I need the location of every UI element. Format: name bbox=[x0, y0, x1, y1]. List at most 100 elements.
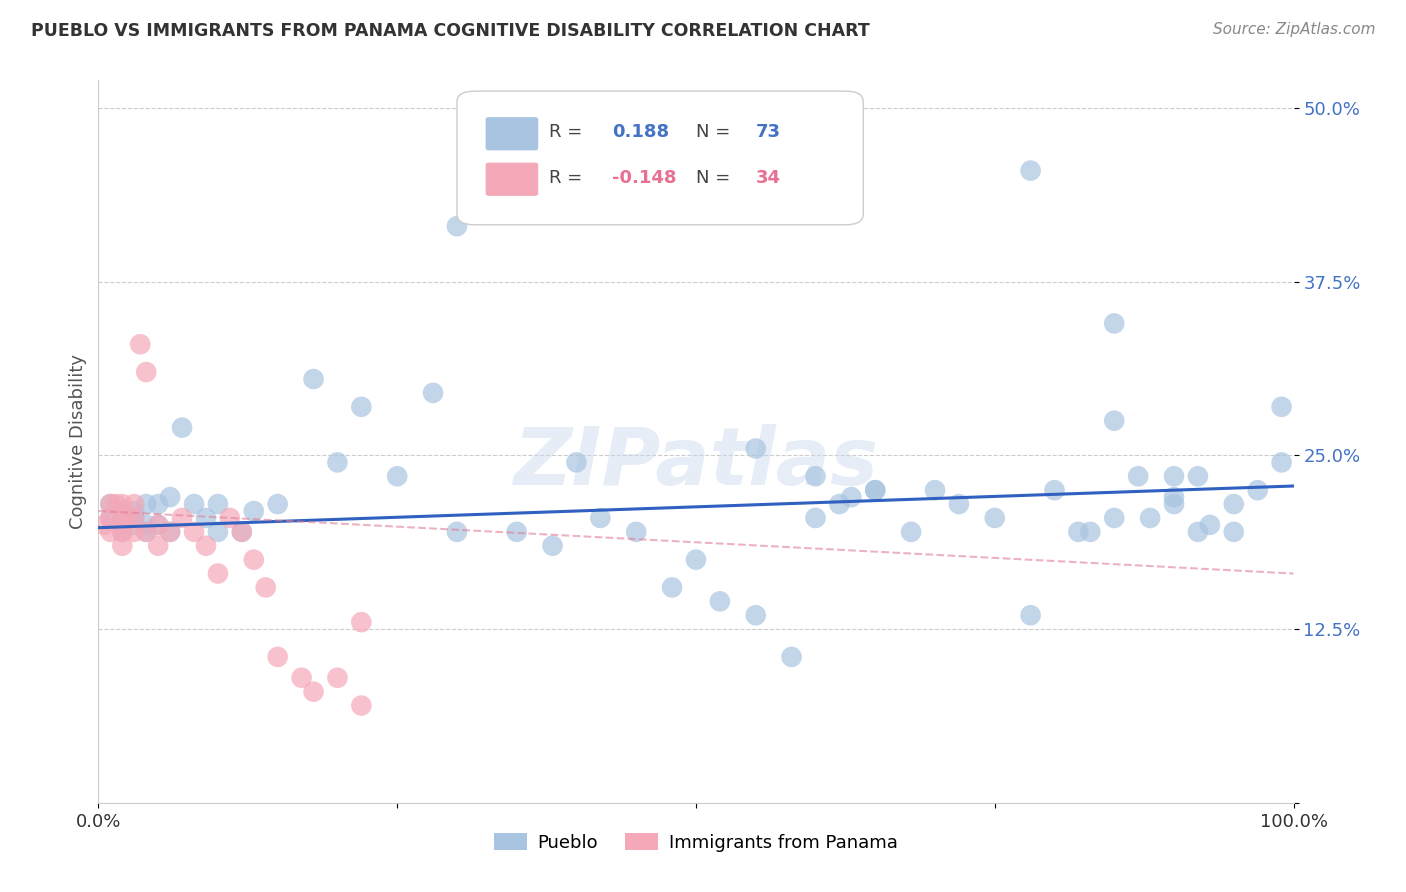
Point bbox=[1223, 497, 1246, 511]
Text: Source: ZipAtlas.com: Source: ZipAtlas.com bbox=[1212, 22, 1375, 37]
Point bbox=[1128, 469, 1150, 483]
Text: R =: R = bbox=[548, 169, 588, 186]
Point bbox=[804, 511, 827, 525]
Point bbox=[1104, 414, 1126, 428]
Point bbox=[195, 539, 218, 553]
Point bbox=[1271, 400, 1294, 414]
Point bbox=[924, 483, 946, 498]
Point bbox=[291, 671, 314, 685]
Point bbox=[207, 566, 229, 581]
Point bbox=[111, 504, 134, 518]
Point bbox=[135, 365, 157, 379]
Point bbox=[541, 539, 564, 553]
Point bbox=[385, 469, 409, 483]
Point bbox=[865, 483, 887, 498]
Point bbox=[93, 517, 115, 532]
Point bbox=[1163, 497, 1185, 511]
Point bbox=[98, 497, 122, 511]
Point bbox=[172, 511, 194, 525]
Point bbox=[841, 490, 863, 504]
Point bbox=[446, 524, 468, 539]
Point bbox=[1019, 608, 1042, 623]
Point bbox=[1080, 524, 1102, 539]
Point bbox=[183, 524, 205, 539]
Text: -0.148: -0.148 bbox=[613, 169, 676, 186]
Point bbox=[135, 524, 157, 539]
Point bbox=[172, 420, 194, 434]
Point bbox=[1163, 490, 1185, 504]
Point bbox=[231, 524, 253, 539]
Text: PUEBLO VS IMMIGRANTS FROM PANAMA COGNITIVE DISABILITY CORRELATION CHART: PUEBLO VS IMMIGRANTS FROM PANAMA COGNITI… bbox=[31, 22, 870, 40]
Text: N =: N = bbox=[696, 169, 735, 186]
Point bbox=[124, 497, 146, 511]
Point bbox=[804, 469, 827, 483]
Point bbox=[159, 490, 181, 504]
Point bbox=[243, 552, 266, 566]
Point bbox=[1187, 524, 1209, 539]
Point bbox=[135, 524, 157, 539]
Point bbox=[98, 511, 122, 525]
Point bbox=[98, 497, 122, 511]
Point bbox=[111, 517, 134, 532]
Point bbox=[565, 455, 588, 469]
Point bbox=[124, 511, 146, 525]
Point bbox=[900, 524, 922, 539]
Point bbox=[1187, 469, 1209, 483]
Point bbox=[745, 608, 768, 623]
Point bbox=[1199, 517, 1222, 532]
Point bbox=[506, 524, 529, 539]
Point bbox=[111, 524, 134, 539]
FancyBboxPatch shape bbox=[485, 117, 538, 151]
Point bbox=[1104, 317, 1126, 331]
Point bbox=[780, 649, 803, 664]
Point bbox=[159, 524, 181, 539]
Point bbox=[422, 385, 444, 400]
Point bbox=[350, 615, 373, 630]
Point bbox=[626, 524, 648, 539]
Point bbox=[948, 497, 970, 511]
Point bbox=[148, 517, 170, 532]
Point bbox=[984, 511, 1007, 525]
Text: R =: R = bbox=[548, 123, 588, 141]
FancyBboxPatch shape bbox=[457, 91, 863, 225]
Point bbox=[135, 517, 157, 532]
Point bbox=[111, 539, 134, 553]
Point bbox=[1043, 483, 1066, 498]
Point bbox=[243, 504, 266, 518]
Point bbox=[195, 511, 218, 525]
Point bbox=[446, 219, 468, 234]
Point bbox=[111, 524, 134, 539]
Point bbox=[148, 539, 170, 553]
Point bbox=[98, 524, 122, 539]
Point bbox=[98, 511, 122, 525]
Point bbox=[129, 337, 152, 351]
Point bbox=[1067, 524, 1090, 539]
Point bbox=[124, 511, 146, 525]
Point bbox=[302, 372, 325, 386]
Point bbox=[745, 442, 768, 456]
Point bbox=[267, 649, 290, 664]
Point bbox=[135, 497, 157, 511]
Point bbox=[159, 524, 181, 539]
Point bbox=[589, 511, 612, 525]
Point bbox=[207, 524, 229, 539]
Point bbox=[219, 511, 242, 525]
Point bbox=[350, 400, 373, 414]
Point bbox=[207, 497, 229, 511]
Point bbox=[709, 594, 731, 608]
Point bbox=[148, 497, 170, 511]
FancyBboxPatch shape bbox=[485, 162, 538, 196]
Point bbox=[105, 497, 128, 511]
Point bbox=[1271, 455, 1294, 469]
Point bbox=[148, 517, 170, 532]
Text: N =: N = bbox=[696, 123, 735, 141]
Point bbox=[326, 455, 349, 469]
Point bbox=[111, 517, 134, 532]
Point bbox=[111, 511, 134, 525]
Point bbox=[350, 698, 373, 713]
Point bbox=[1104, 511, 1126, 525]
Point bbox=[1019, 163, 1042, 178]
Point bbox=[111, 497, 134, 511]
Point bbox=[124, 517, 146, 532]
Point bbox=[1139, 511, 1161, 525]
